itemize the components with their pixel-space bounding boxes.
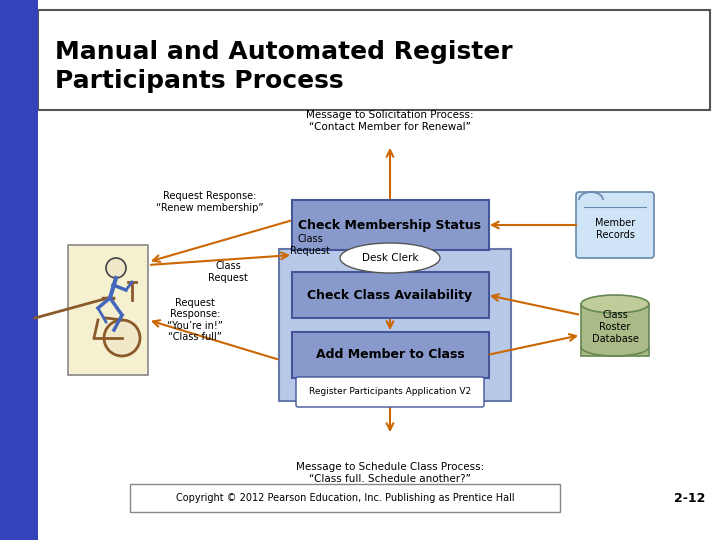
Bar [130, 484, 560, 512]
Text: 2-12: 2-12 [675, 491, 706, 504]
Text: Desk Clerk: Desk Clerk [361, 253, 418, 263]
Bar [68, 245, 148, 375]
Text: Class
Roster
Database: Class Roster Database [592, 310, 639, 343]
Circle shape [106, 258, 126, 278]
Text: Request Response:
“Renew membership”: Request Response: “Renew membership” [156, 191, 264, 213]
Bar [0, 0, 38, 540]
Text: Copyright © 2012 Pearson Education, Inc. Publishing as Prentice Hall: Copyright © 2012 Pearson Education, Inc.… [176, 493, 514, 503]
Text: Manual and Automated Register
Participants Process: Manual and Automated Register Participan… [55, 40, 513, 93]
Text: Add Member to Class: Add Member to Class [315, 348, 464, 361]
Text: Register Participants Application V2: Register Participants Application V2 [309, 388, 471, 396]
Text: Class
Request: Class Request [290, 234, 330, 256]
FancyBboxPatch shape [279, 249, 511, 401]
FancyBboxPatch shape [292, 332, 489, 378]
Bar [38, 10, 710, 110]
Ellipse shape [581, 295, 649, 313]
Circle shape [104, 320, 140, 356]
Text: Message to Schedule Class Process:
“Class full. Schedule another?”: Message to Schedule Class Process: “Clas… [296, 462, 484, 484]
Text: Message to Solicitation Process:
“Contact Member for Renewal”: Message to Solicitation Process: “Contac… [306, 110, 474, 132]
Text: Request
Response:
“You’re in!”
“Class full”: Request Response: “You’re in!” “Class fu… [167, 298, 223, 342]
Text: Check Class Availability: Check Class Availability [307, 288, 472, 301]
Text: Member
Records: Member Records [595, 218, 635, 240]
FancyBboxPatch shape [292, 272, 489, 318]
Bar [581, 304, 649, 356]
Text: Check Membership Status: Check Membership Status [299, 219, 482, 232]
FancyBboxPatch shape [292, 200, 489, 250]
Text: Class
Request: Class Request [208, 261, 248, 283]
Ellipse shape [340, 243, 440, 273]
FancyBboxPatch shape [296, 377, 484, 407]
FancyBboxPatch shape [576, 192, 654, 258]
